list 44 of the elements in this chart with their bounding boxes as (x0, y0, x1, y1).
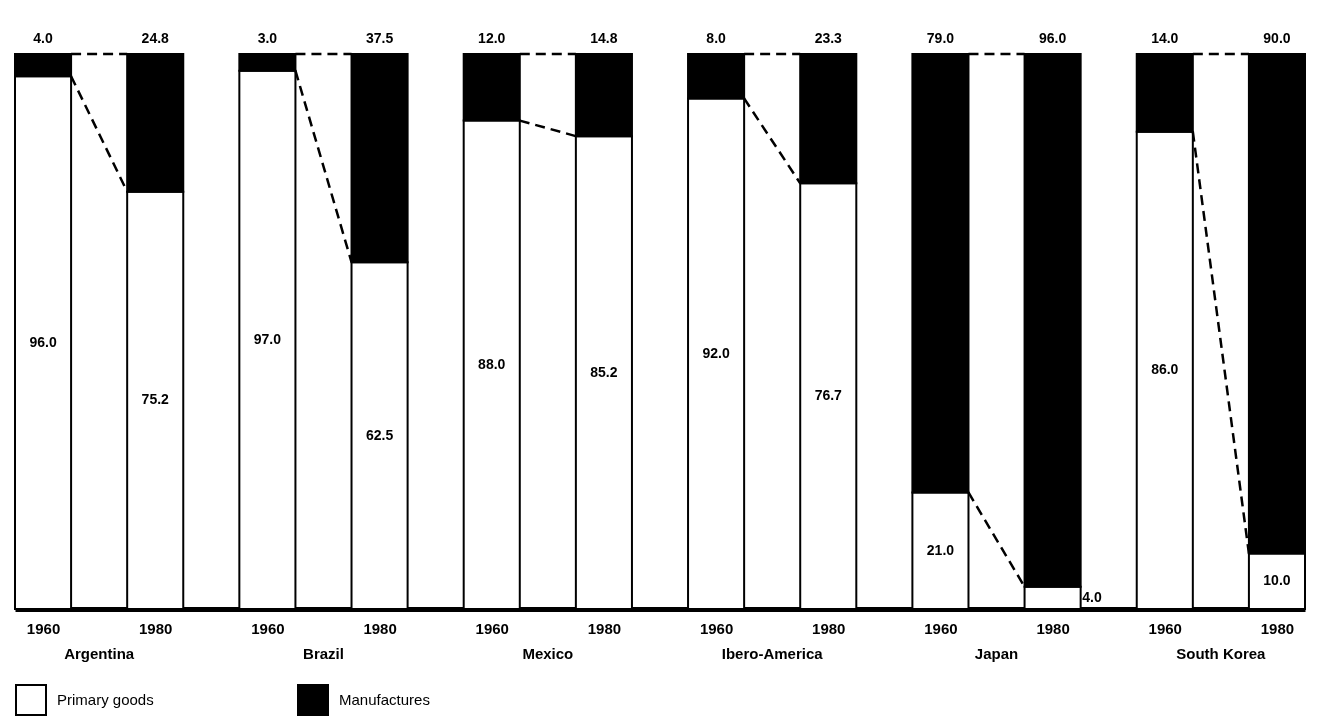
legend-label: Primary goods (57, 691, 154, 708)
data-label: 79.0 (926, 30, 955, 46)
x-tick-label: 1960 (699, 619, 734, 637)
x-tick-label: 1960 (26, 619, 61, 637)
data-label: 92.0 (702, 344, 730, 361)
data-label: 90.0 (1263, 30, 1291, 46)
x-tick-label: 1980 (812, 619, 846, 637)
data-label: 86.0 (1151, 361, 1179, 378)
x-tick-label: 1960 (475, 619, 509, 637)
data-label: 76.7 (814, 387, 843, 404)
data-label: 62.5 (365, 426, 394, 443)
data-label: 97.0 (253, 330, 282, 347)
x-tick-label: 1980 (139, 619, 173, 637)
data-label: 85.2 (590, 363, 618, 380)
data-label: 21.0 (926, 541, 955, 558)
data-label: 8.0 (706, 30, 727, 46)
x-tick-label: 1980 (1260, 619, 1295, 637)
text: Brazil (303, 645, 344, 662)
data-label: 4.0 (33, 30, 53, 46)
data-label: 12.0 (478, 30, 506, 46)
data-label: 37.5 (365, 30, 394, 46)
data-label: 75.2 (141, 391, 170, 408)
data-label: 24.8 (141, 30, 170, 46)
x-tick-label: 1960 (251, 619, 285, 637)
data-label: 96.0 (1038, 30, 1067, 46)
x-tick-label: 1960 (924, 619, 958, 637)
data-label: 4.0 (1082, 588, 1103, 605)
data-label: 10.0 (1263, 572, 1291, 589)
data-label: 3.0 (257, 30, 278, 46)
legend-label: Manufactures (339, 691, 430, 708)
data-label: 23.3 (814, 30, 843, 46)
text: Ibero-America (721, 645, 824, 662)
text: Argentina (64, 645, 135, 662)
data-label: 88.0 (478, 355, 506, 372)
data-label: 14.8 (590, 30, 618, 46)
data-label: 96.0 (29, 333, 57, 350)
x-tick-label: 1980 (1036, 619, 1070, 637)
text: South Korea (1176, 645, 1267, 662)
x-tick-label: 1960 (1148, 619, 1182, 637)
text: Mexico (522, 645, 574, 662)
x-tick-label: 1980 (363, 619, 397, 637)
x-tick-label: 1980 (587, 619, 622, 637)
text: Japan (974, 645, 1019, 662)
data-label: 14.0 (1151, 30, 1179, 46)
